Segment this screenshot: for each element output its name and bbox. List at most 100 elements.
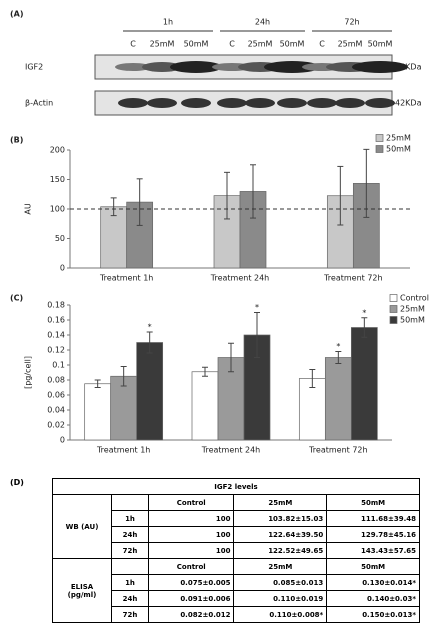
bar — [350, 327, 378, 441]
bar — [136, 342, 164, 441]
band — [335, 98, 365, 108]
table-cell: 25mM — [233, 494, 328, 511]
legend-label: 25mM — [400, 305, 425, 314]
table-row: 24h 0.091±0.006 0.110±0.019 0.140±0.03* — [53, 590, 420, 607]
band — [115, 63, 151, 71]
table-cell: 100 — [147, 542, 235, 559]
table-row: IGF2 levels — [52, 478, 420, 495]
error-bar — [136, 178, 143, 226]
band — [217, 98, 247, 108]
band — [365, 98, 395, 108]
error-bar — [110, 197, 117, 217]
table-cell: 25mM — [233, 558, 328, 575]
y-tick-label: 50 — [55, 234, 65, 243]
table-cell: 122.64±39.50 — [233, 526, 328, 543]
table-cell: 72h — [111, 606, 149, 623]
bar — [84, 383, 112, 441]
table-cell: ELISA (pg/ml) — [52, 558, 112, 623]
table-cell: 122.52±49.65 — [233, 542, 328, 559]
table-cell: 1h — [111, 574, 149, 591]
legend-label: 50mM — [386, 145, 411, 154]
error-bar — [146, 331, 153, 354]
y-tick-label: 0.08 — [47, 376, 65, 385]
panel-label: (D) — [10, 478, 24, 487]
table-cell: 0.091±0.006 — [147, 590, 235, 607]
figure: (A) 1h C 25mM 50mM 24h C 25mM 50mM 72h C 25mM 50mM IG… — [10, 10, 429, 455]
bar — [298, 378, 326, 441]
x-tick-label: Treatment 72h — [308, 446, 368, 455]
y-tick-label: 0.06 — [47, 391, 65, 400]
blot-label: IGF2 — [25, 63, 43, 72]
table-cell — [111, 494, 149, 511]
lane-label: 25mM — [338, 40, 363, 49]
table-cell: 0.140±0.03* — [326, 590, 420, 607]
table-cell: Control — [147, 558, 235, 575]
error-bar — [335, 351, 342, 364]
band — [277, 98, 307, 108]
timepoint-label: 24h — [255, 18, 270, 27]
bar — [191, 371, 219, 441]
table-cell: 0.082±0.012 — [147, 606, 235, 623]
significance-marker: * — [362, 308, 366, 317]
y-tick-label: 150 — [50, 175, 65, 184]
error-bar — [120, 366, 127, 387]
table-cell: 72h — [111, 542, 149, 559]
error-bar — [202, 366, 208, 377]
table-row: 72h 0.082±0.012 0.110±0.008* 0.150±0.013* — [53, 606, 420, 623]
lane-label: 25mM — [150, 40, 175, 49]
y-axis-label: AU — [24, 203, 33, 214]
x-tick-label: Treatment 72h — [323, 274, 383, 283]
table-cell: 0.085±0.013 — [233, 574, 328, 591]
blot-size: 23KDa — [395, 63, 422, 72]
y-tick-label: 0.16 — [47, 316, 65, 325]
table-cell: 50mM — [326, 558, 420, 575]
lane-label: C — [130, 40, 136, 49]
band — [142, 62, 182, 72]
table-cell: 24h — [111, 526, 149, 543]
error-bar — [337, 165, 344, 226]
band — [170, 61, 222, 73]
legend-label: 50mM — [400, 316, 425, 325]
table-cell: 50mM — [326, 494, 420, 511]
legend-label: Control — [400, 294, 429, 303]
significance-marker: * — [336, 342, 340, 351]
table-cell: 143.43±57.65 — [326, 542, 420, 559]
lane-label: C — [319, 40, 325, 49]
bar — [324, 357, 352, 441]
band — [181, 98, 211, 108]
error-bar — [363, 148, 370, 218]
timepoint-label: 72h — [344, 18, 359, 27]
table-cell: 100 — [147, 526, 235, 543]
table-row: 1h 100 103.82±15.03 111.68±39.48 — [53, 510, 420, 527]
table-row: 24h 100 122.64±39.50 129.78±45.16 — [53, 526, 420, 543]
timepoint-label: 1h — [163, 18, 173, 27]
band — [118, 98, 148, 108]
y-tick-label: 0.14 — [47, 331, 65, 340]
lane-label: 50mM — [368, 40, 393, 49]
error-bar — [254, 312, 260, 358]
table-cell: 129.78±45.16 — [326, 526, 420, 543]
y-tick-label: 0.1 — [52, 361, 65, 370]
table-cell: IGF2 levels — [52, 478, 420, 495]
table: IGF2 levels WB (AU) Control 25mM 50mM 1h 100 10… — [52, 478, 420, 623]
error-bar — [228, 342, 234, 373]
table-cell: 100 — [147, 510, 235, 527]
y-tick-label: 0.12 — [47, 346, 65, 355]
table-cell: 0.110±0.008* — [233, 606, 328, 623]
table-row: ELISA (pg/ml) Control 25mM 50mM — [52, 558, 420, 623]
significance-marker: * — [148, 323, 152, 332]
y-tick-label: 0 — [60, 436, 65, 445]
panel-label: (A) — [10, 10, 24, 19]
band — [147, 98, 177, 108]
table-cell: 111.68±39.48 — [326, 510, 420, 527]
y-tick-label: 0.02 — [47, 421, 65, 430]
error-bar — [361, 317, 368, 338]
table-cell: 1h — [111, 510, 149, 527]
y-tick-label: 0.04 — [47, 406, 65, 415]
significance-marker: * — [255, 303, 259, 312]
table-cell: 0.075±0.005 — [147, 574, 235, 591]
x-tick-label: Treatment 1h — [96, 446, 150, 455]
legend-label: 25mM — [386, 134, 411, 143]
table-cell: 0.130±0.014* — [326, 574, 420, 591]
